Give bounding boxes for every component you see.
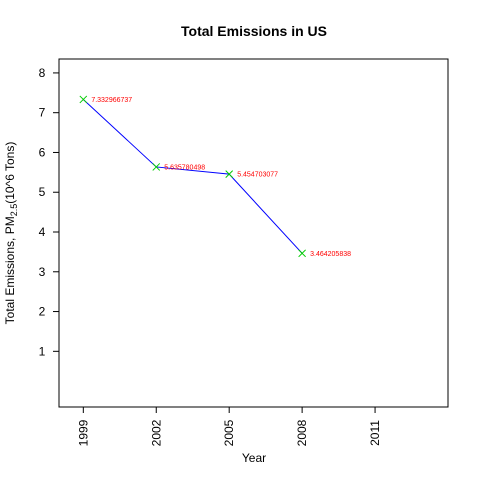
- y-tick-label: 4: [39, 225, 46, 239]
- y-axis-label: Total Emissions, PM2.5(10^6 Tons): [3, 142, 19, 325]
- x-tick-label: 2011: [368, 420, 382, 446]
- data-point-stroke: [225, 170, 234, 179]
- data-labels: 7.332966737 5.635780498 5.454703077 3.46420…: [91, 97, 351, 258]
- x-tick-label: 2008: [295, 419, 309, 446]
- chart-title: Total Emissions in US: [181, 23, 327, 39]
- y-tick-label: 7: [39, 106, 46, 120]
- plot-frame: [58, 58, 449, 408]
- data-label: 3.464205838: [310, 251, 351, 258]
- data-point: [79, 95, 88, 104]
- y-axis-label-subscript: 2.5: [9, 204, 19, 217]
- data-point-stroke: [152, 163, 161, 171]
- x-axis-label: Year: [242, 451, 266, 465]
- y-tick-label: 1: [39, 344, 46, 358]
- y-tick-label: 3: [39, 265, 46, 279]
- data-point-stroke: [79, 95, 88, 104]
- y-tick-label: 5: [39, 185, 46, 199]
- series-polyline: [82, 99, 303, 254]
- y-tick-label: 2: [39, 305, 46, 319]
- y-axis-label-suffix: (10^6 Tons): [3, 142, 17, 204]
- series-line: [82, 99, 303, 254]
- y-axis-label-prefix: Total Emissions, PM: [3, 216, 17, 324]
- data-label: 5.454703077: [237, 172, 278, 179]
- x-tick-label: 1999: [76, 419, 90, 446]
- data-label: 7.332966737: [91, 97, 132, 104]
- data-points: [79, 95, 306, 258]
- data-point: [152, 163, 161, 171]
- data-point: [298, 249, 306, 258]
- data-point: [225, 170, 234, 179]
- y-axis: 1 2 3 4 5 6 7 8: [39, 66, 60, 358]
- data-point-stroke: [298, 249, 306, 258]
- x-axis: 1999 2002 2005 2008 2011: [76, 406, 382, 446]
- x-tick-label: 2005: [222, 419, 236, 446]
- x-tick-label: 2002: [149, 419, 163, 446]
- y-tick-label: 6: [39, 145, 46, 159]
- y-tick-label: 8: [39, 66, 46, 80]
- data-label: 5.635780498: [164, 164, 205, 171]
